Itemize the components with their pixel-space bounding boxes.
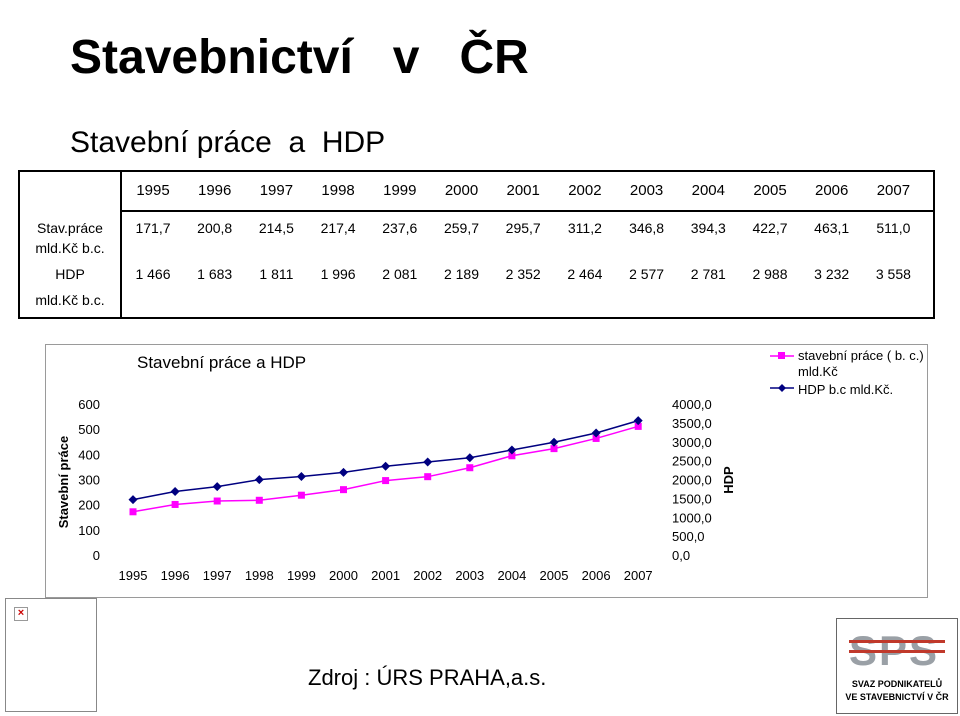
table-header-year: 2002 [568,182,602,199]
source-note: Zdroj : ÚRS PRAHA,a.s. [308,665,547,690]
table-header-year: 1997 [259,182,294,199]
legend-item-hdp: HDP b.c mld.Kč. [798,382,894,397]
table-header-year: 1995 [136,182,170,199]
table-header-row: 1995 1996 1997 1998 1999 2000 2001 2002 2003 2004… [120,172,933,212]
table-cell: 346,8 [629,220,665,236]
table-cell: 2 781 [690,266,726,282]
table-cell: 1 466 [135,266,171,282]
table-header-year: 1998 [321,182,355,199]
page-title: Stavebnictví v ČR [70,31,529,84]
broken-image-placeholder: × [5,598,97,712]
table-header-year: 2003 [629,182,664,199]
table-header-year: 1996 [198,182,232,199]
table-cell: 311,2 [567,220,602,236]
table-header-year: 2001 [506,182,540,199]
logo-red-stripe [849,640,945,643]
logo-red-stripe-2 [849,650,945,653]
row-unit-hdp: mld.Kč b.c. [35,292,105,308]
table-cell: 2 352 [505,266,541,282]
page-subtitle: Stavební práce a HDP [70,126,386,159]
table-header-year: 2005 [753,182,787,199]
table-cell: 1 811 [259,266,294,282]
table-cell: 3 232 [814,266,850,282]
table-cell: 217,4 [320,220,356,236]
table-cell: 200,8 [197,220,233,236]
table-header-year: 2006 [815,182,849,199]
table-cell: 511,0 [876,220,911,236]
data-table: 1995 1996 1997 1998 1999 2000 2001 2002 2003 2004… [18,170,935,319]
table-cell: 422,7 [752,220,788,236]
table-header-year: 2007 [876,182,911,199]
broken-image-icon: × [14,607,28,621]
table-cell: 463,1 [814,220,850,236]
table-cell: 295,7 [505,220,541,236]
table-cell: 214,5 [258,220,294,236]
table-cell: 3 558 [875,266,911,282]
logo-line-1: SVAZ PODNIKATELŮ [851,679,943,689]
legend-item-stavebni-prace: stavební práce ( b. c.) mld.Kč [798,348,924,379]
table-header-year: 2000 [444,182,479,199]
table-cell: 2 577 [629,266,665,282]
table-cell: 2 081 [382,266,418,282]
table-cell: 2 988 [752,266,788,282]
table-cell: 237,6 [382,220,418,236]
table-cell: 394,3 [690,220,726,236]
table-cell: 259,7 [443,220,480,236]
row-label-stavprace: Stav.práce [37,220,103,236]
table-header-year: 1999 [383,182,417,199]
table-body: 171,7 200,8 214,5 217,4 237,6 259,7 295,7 311,2… [120,210,911,317]
table-cell: 171,7 [135,220,171,236]
row-label-hdp: HDP [55,266,85,282]
table-cell: 1 683 [197,266,233,282]
chart-legend: stavební práce ( b. c.) mld.Kč HDP b.c m… [762,346,924,397]
logo-line-2: VE STAVEBNICTVÍ V ČR [845,692,949,702]
table-cell: 1 996 [320,266,356,282]
table-cell: 2 464 [567,266,603,282]
sps-logo: SPS SVAZ PODNIKATELŮ VE STAVEBNICTVÍ V Č… [836,618,958,714]
row-unit-stavprace: mld.Kč b.c. [35,240,105,256]
table-header-year: 2004 [691,182,725,199]
table-cell: 2 189 [443,266,480,282]
